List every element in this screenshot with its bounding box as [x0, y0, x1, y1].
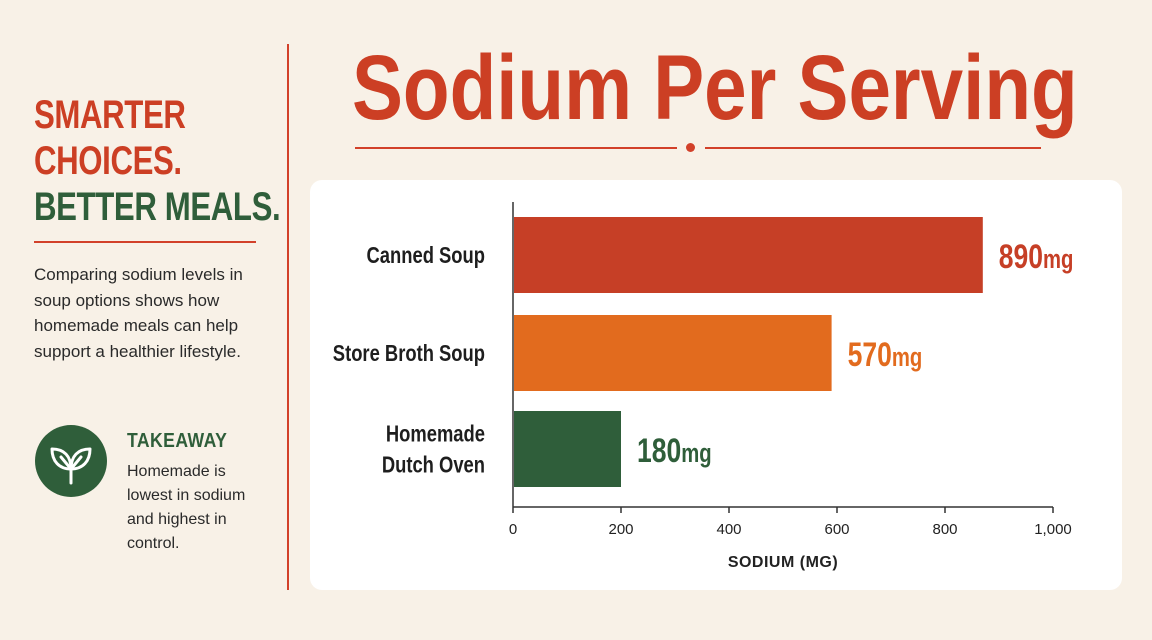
category-label: Store Broth Soup [333, 341, 485, 366]
x-axis-title: SODIUM (MG) [728, 554, 838, 571]
bar-chart: 0 200 400 600 800 1,000 SODIUM (MG) Canned Soup… [333, 202, 1074, 571]
leaf-icon [35, 425, 107, 497]
x-tick-label: 0 [509, 521, 517, 538]
data-label: 890mg [999, 238, 1074, 276]
sidebar-divider [34, 241, 256, 243]
data-label: 570mg [848, 336, 923, 374]
chart-card: 0 200 400 600 800 1,000 SODIUM (MG) Canned Soup… [310, 180, 1122, 590]
bar-3 [514, 411, 621, 487]
headline-line-1: SMARTER [34, 93, 186, 137]
chart-title: Sodium Per Serving [352, 37, 1078, 139]
headline-line-2: CHOICES. [34, 139, 182, 183]
x-tick-label: 800 [932, 521, 957, 538]
x-tick-label: 1,000 [1034, 521, 1072, 538]
x-tick-label: 400 [716, 521, 741, 538]
category-label: Canned Soup [367, 243, 485, 268]
data-label: 180mg [637, 432, 712, 470]
takeaway-text: Homemade is lowest in sodium and highest… [127, 463, 246, 552]
bar-2 [514, 315, 832, 391]
vertical-divider [287, 44, 289, 590]
category-label: Dutch Oven [382, 453, 485, 478]
headline: SMARTER CHOICES. BETTER MEALS. [34, 92, 281, 230]
title-rule-right [705, 147, 1041, 149]
headline-line-3: BETTER MEALS. [34, 185, 281, 229]
sidebar: SMARTER CHOICES. BETTER MEALS. Comparing… [0, 0, 290, 640]
x-tick-label: 200 [608, 521, 633, 538]
intro-text: Comparing sodium levels in soup options … [34, 265, 243, 361]
bar-1 [514, 217, 983, 293]
takeaway-title: TAKEAWAY [127, 430, 228, 452]
title-rule-left [355, 147, 677, 149]
title-rule-dot [686, 143, 695, 152]
x-tick-label: 600 [824, 521, 849, 538]
category-label: Homemade [386, 422, 485, 447]
